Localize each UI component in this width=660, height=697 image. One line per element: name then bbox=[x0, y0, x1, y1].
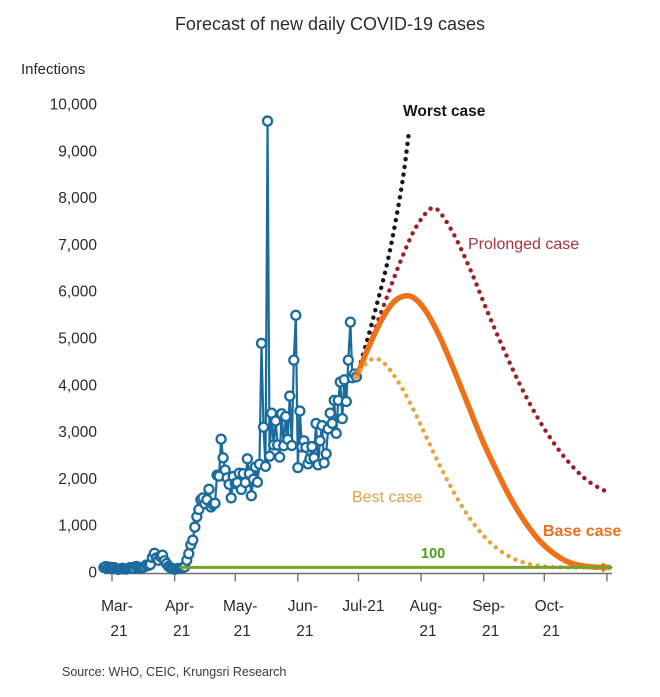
y-tick-label: 7,000 bbox=[58, 237, 97, 254]
data-point-marker bbox=[320, 448, 332, 460]
data-point-marker bbox=[286, 439, 298, 452]
data-point-marker bbox=[259, 460, 272, 473]
data-point-marker bbox=[274, 451, 286, 463]
annotation-label-prolonged-case: Prolonged case bbox=[468, 236, 579, 253]
x-tick-label: 21 bbox=[234, 623, 251, 640]
data-point-marker bbox=[326, 417, 338, 430]
data-point-marker bbox=[209, 497, 221, 509]
data-point-marker bbox=[294, 405, 306, 417]
data-point-marker bbox=[241, 453, 253, 465]
x-tick-label: Sep- bbox=[472, 598, 505, 615]
data-point-marker bbox=[340, 395, 352, 408]
data-point-marker bbox=[215, 433, 227, 445]
data-point-marker bbox=[344, 316, 357, 328]
x-tick-label: Jun- bbox=[288, 598, 318, 615]
data-point-marker bbox=[280, 410, 292, 423]
x-tick-label: Apr- bbox=[165, 598, 194, 615]
data-point-marker bbox=[187, 534, 199, 546]
source-note: Source: WHO, CEIC, Krungsri Research bbox=[62, 665, 287, 679]
y-tick-label: 10,000 bbox=[50, 97, 98, 114]
y-tick-label: 8,000 bbox=[58, 190, 97, 207]
x-tick-label: Mar- bbox=[101, 598, 133, 615]
annotation-label-base-case: Base case bbox=[543, 523, 621, 540]
data-point-marker bbox=[288, 354, 300, 366]
annotation-label-100: 100 bbox=[421, 546, 445, 562]
data-point-marker bbox=[330, 427, 342, 439]
data-point-marker bbox=[183, 548, 195, 560]
x-tick-label: 21 bbox=[173, 623, 190, 640]
x-tick-label: 21 bbox=[296, 623, 313, 640]
data-point-marker bbox=[290, 309, 302, 321]
data-point-marker bbox=[255, 337, 268, 349]
data-point-marker bbox=[189, 521, 201, 533]
data-point-marker bbox=[306, 440, 318, 453]
y-tick-label: 3,000 bbox=[58, 424, 97, 441]
page-title: Forecast of new daily COVID-19 cases bbox=[174, 14, 486, 34]
y-axis-title: Infections bbox=[21, 61, 86, 78]
data-point-marker bbox=[269, 415, 282, 427]
x-tick-label: Jul-21 bbox=[342, 598, 384, 615]
y-tick-label: 1,000 bbox=[58, 518, 97, 535]
data-point-marker bbox=[292, 461, 304, 474]
y-tick-label: 2,000 bbox=[58, 471, 97, 488]
data-point-marker bbox=[314, 435, 326, 447]
y-tick-label: 0 bbox=[88, 565, 97, 582]
series-prolonged-case-dotted-curve bbox=[354, 205, 612, 495]
data-point-marker bbox=[245, 490, 258, 502]
data-point-marker bbox=[336, 412, 348, 425]
y-tick-label: 9,000 bbox=[58, 143, 97, 160]
data-point-marker bbox=[263, 450, 276, 462]
data-point-marker bbox=[324, 407, 336, 419]
data-point-marker bbox=[251, 476, 264, 488]
annotation-label-worst-case: Worst case bbox=[403, 103, 486, 120]
y-tick-label: 5,000 bbox=[58, 331, 97, 348]
x-tick-label: May- bbox=[223, 598, 257, 615]
y-tick-label: 4,000 bbox=[58, 377, 97, 394]
y-tick-label: 6,000 bbox=[58, 284, 97, 301]
data-point-marker bbox=[257, 421, 270, 433]
data-point-marker bbox=[342, 354, 354, 366]
x-tick-label: Aug- bbox=[410, 598, 443, 615]
x-tick-label: 21 bbox=[543, 623, 560, 640]
x-tick-label: 21 bbox=[482, 623, 499, 640]
data-point-marker bbox=[217, 452, 229, 464]
data-point-marker bbox=[318, 457, 330, 469]
series-base-case-curve bbox=[353, 292, 612, 571]
x-tick-label: Oct- bbox=[535, 598, 564, 615]
series-worst-case-dotted-curve bbox=[354, 129, 412, 380]
x-tick-label: 21 bbox=[110, 623, 127, 640]
annotation-label-best-case: Best case bbox=[352, 489, 422, 506]
data-point-marker bbox=[261, 115, 274, 127]
data-point-marker bbox=[225, 492, 237, 504]
data-point-marker bbox=[284, 390, 296, 402]
data-point-marker bbox=[203, 483, 215, 495]
x-tick-label: 21 bbox=[419, 623, 436, 640]
